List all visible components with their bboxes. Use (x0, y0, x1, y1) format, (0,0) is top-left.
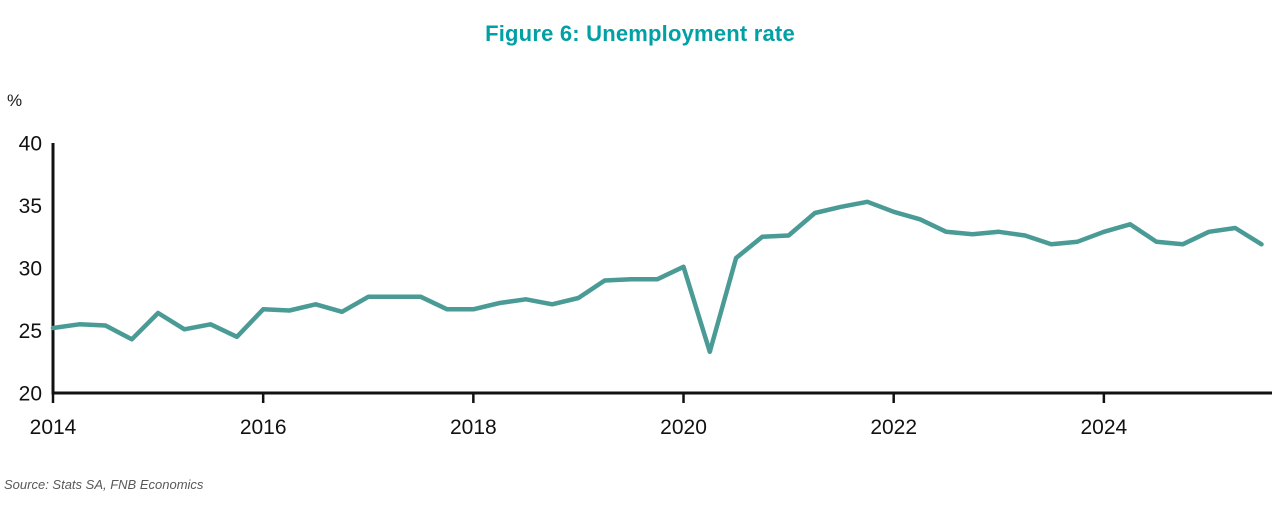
y-axis-tick-label: 30 (19, 258, 42, 281)
x-axis-tick-label: 2016 (240, 416, 287, 439)
y-axis-tick-label: 35 (19, 195, 42, 218)
x-axis-tick-label: 2018 (450, 416, 497, 439)
x-axis-tick-label: 2014 (30, 416, 77, 439)
x-axis-tick-label: 2022 (870, 416, 917, 439)
y-axis-tick-label: 25 (19, 320, 42, 343)
unemployment-rate-series-line (50, 199, 1264, 355)
chart-title: Figure 6: Unemployment rate (485, 21, 795, 46)
source-note: Source: Stats SA, FNB Economics (4, 477, 204, 492)
y-axis-unit-label: % (7, 91, 23, 110)
x-axis-tick-label: 2024 (1081, 416, 1128, 439)
y-axis-tick-label: 20 (19, 383, 42, 406)
y-axis-tick-label: 40 (19, 133, 42, 156)
x-axis-tick-label: 2020 (660, 416, 707, 439)
